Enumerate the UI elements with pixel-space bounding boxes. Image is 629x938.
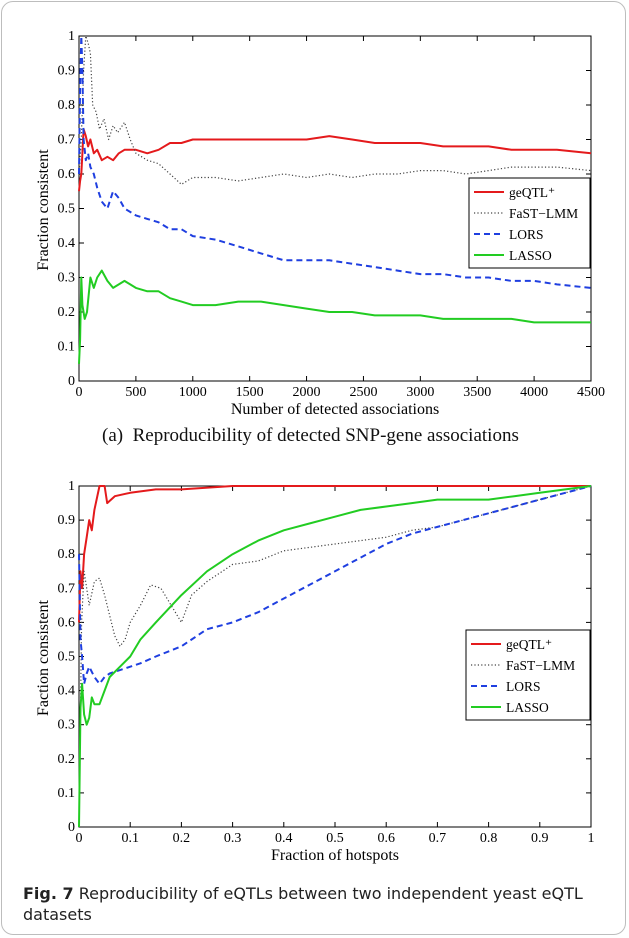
x-tick-label: 3000 (406, 385, 434, 400)
x-tick-label: 0.4 (275, 831, 293, 846)
y-tick-label: 0 (68, 820, 75, 835)
y-tick-label: 0.3 (58, 718, 76, 733)
y-tick-label: 0.3 (58, 271, 76, 286)
series-line-lasso (78, 269, 591, 364)
series-line-lasso (78, 485, 592, 828)
series-line-geqtl (78, 485, 591, 623)
legend-label-fast_lmm: FaST−LMM (509, 206, 578, 221)
y-tick-label: 0.2 (58, 305, 76, 320)
legend-label-lors: LORS (509, 227, 544, 242)
x-tick-label: 2500 (349, 385, 377, 400)
y-tick-label: 0.7 (58, 581, 76, 596)
y-tick-label: 0.1 (58, 340, 76, 355)
y-tick-label: 0.8 (58, 547, 76, 562)
series-line-geqtl (78, 128, 592, 192)
x-tick-label: 0 (76, 831, 83, 846)
figure-label: Fig. 7 (23, 884, 74, 903)
y-tick-label: 0.6 (58, 167, 76, 182)
series-line-fast_lmm (78, 35, 592, 185)
y-tick-label: 0.5 (58, 202, 76, 217)
y-tick-label: 1 (68, 29, 75, 44)
y-tick-label: 0.6 (58, 615, 76, 630)
x-tick-label: 2000 (293, 385, 321, 400)
y-tick-label: 0.4 (58, 236, 76, 251)
x-tick-label: 0.5 (326, 831, 344, 846)
y-tick-label: 0.9 (58, 64, 76, 79)
x-axis-label: Number of detected associations (231, 401, 439, 418)
x-tick-label: 1500 (236, 385, 264, 400)
legend-label-lasso: LASSO (506, 700, 549, 715)
x-tick-label: 0.8 (480, 831, 498, 846)
x-tick-label: 1 (588, 831, 595, 846)
x-tick-label: 0.3 (224, 831, 242, 846)
x-tick-label: 0.7 (429, 831, 447, 846)
legend-label-geqtl: geQTL⁺ (506, 637, 552, 652)
y-tick-label: 0.2 (58, 752, 76, 767)
y-tick-label: 0.1 (58, 786, 76, 801)
y-axis-label: Fraction consistent (35, 149, 52, 271)
y-tick-label: 0.7 (58, 133, 76, 148)
x-tick-label: 0.1 (121, 831, 139, 846)
y-tick-label: 0 (68, 374, 75, 389)
legend-label-geqtl: geQTL⁺ (509, 185, 555, 200)
chart-panel-0: 0 500 1000 1500 2000 2500 3000 3500 4000 4500 0 0.1… (35, 29, 605, 418)
series-line-fast_lmm (78, 485, 592, 828)
y-tick-label: 0.8 (58, 98, 76, 113)
series-line-lors (78, 35, 592, 289)
chart-panel-1: 0 0.1 0.2 0.3 0.4 0.5 0.6 0.7 0.8 0.9 1 0 0.1 0.2 0.3 0… (35, 479, 595, 864)
legend-label-lors: LORS (506, 679, 541, 694)
y-tick-label: 0.4 (58, 684, 76, 699)
legend-label-fast_lmm: FaST−LMM (506, 658, 575, 673)
x-tick-label: 500 (125, 385, 146, 400)
y-tick-label: 0.5 (58, 650, 76, 665)
x-tick-label: 0 (76, 385, 83, 400)
x-tick-label: 0.2 (173, 831, 191, 846)
y-tick-label: 0.9 (58, 513, 76, 528)
legend-label-lasso: LASSO (509, 248, 552, 263)
subcaption-a-label: (a) (102, 425, 124, 446)
x-tick-label: 4500 (577, 385, 605, 400)
y-tick-label: 1 (68, 479, 75, 494)
x-tick-label: 1000 (179, 385, 207, 400)
figure-caption-text: Reproducibility of eQTLs between two ind… (23, 884, 583, 924)
x-tick-label: 4000 (520, 385, 548, 400)
subcaption-a-text: Reproducibility of detected SNP-gene ass… (132, 425, 519, 446)
figure-caption: Fig. 7 Reproducibility of eQTLs between … (23, 883, 583, 925)
x-tick-label: 0.9 (531, 831, 549, 846)
y-axis-label: Faction consistent (35, 599, 52, 716)
x-axis-label: Fraction of hotspots (271, 847, 399, 864)
x-tick-label: 3500 (463, 385, 491, 400)
subcaption-a: (a) Reproducibility of detected SNP-gene… (102, 425, 519, 447)
x-tick-label: 0.6 (377, 831, 395, 846)
